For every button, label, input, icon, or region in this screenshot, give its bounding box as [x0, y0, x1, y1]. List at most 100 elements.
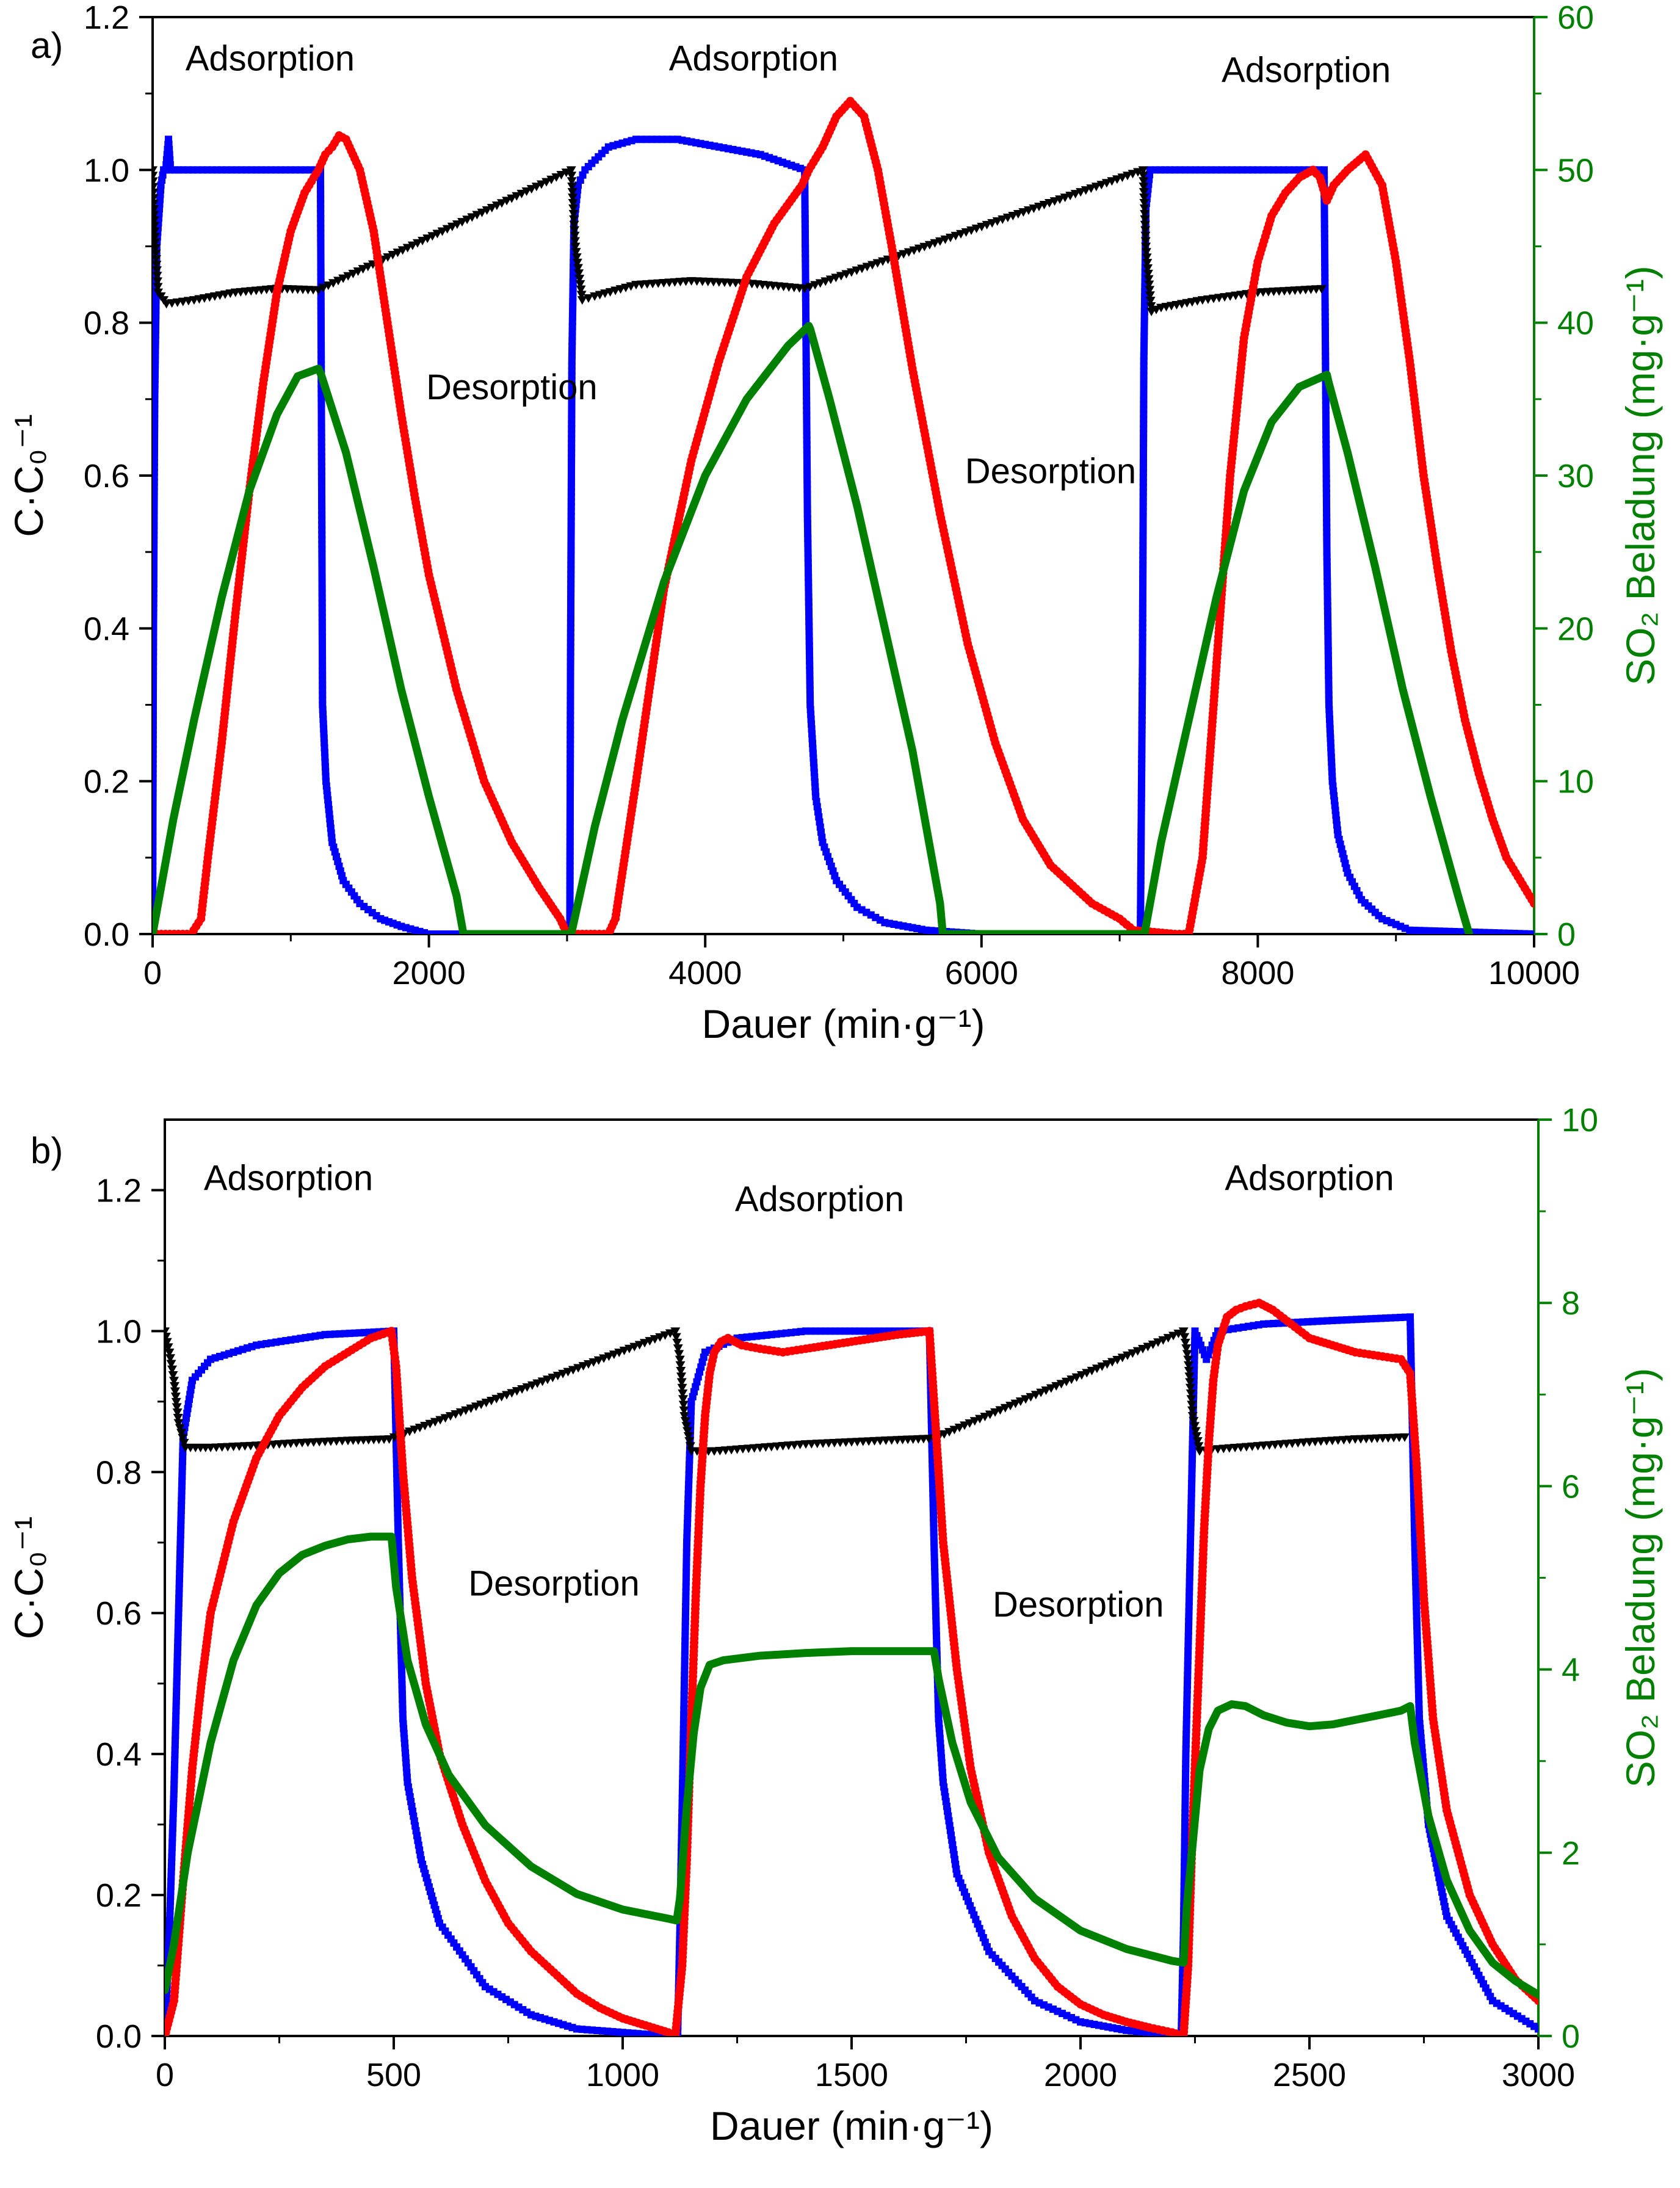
- data-point: [425, 930, 433, 934]
- data-point: [1005, 1402, 1016, 1411]
- data-point: [969, 1417, 980, 1426]
- data-point: [153, 653, 158, 661]
- y-right-tick-label: 20: [1557, 610, 1594, 647]
- data-point: [1316, 284, 1327, 294]
- data-point: [567, 172, 577, 181]
- data-point: [1530, 899, 1534, 908]
- data-point: [153, 478, 158, 486]
- data-point: [980, 1413, 990, 1422]
- data-point: [397, 246, 408, 255]
- y-right-tick-label: 60: [1557, 0, 1594, 36]
- data-point: [569, 215, 579, 224]
- data-point: [561, 168, 571, 178]
- data-point: [567, 177, 577, 186]
- y-left-axis-label: C·C₀⁻¹: [6, 1516, 51, 1640]
- y-right-tick-label: 2: [1562, 1835, 1580, 1872]
- data-point: [1173, 1329, 1184, 1338]
- data-point: [1021, 1395, 1031, 1404]
- data-point: [1184, 1361, 1193, 1370]
- data-point: [1036, 1388, 1046, 1397]
- data-point: [990, 1408, 1001, 1417]
- data-point: [153, 526, 158, 534]
- data-point: [153, 789, 157, 797]
- data-point: [903, 248, 914, 257]
- loading-line: [153, 322, 1474, 934]
- data-point: [1186, 1389, 1196, 1398]
- data-point: [935, 237, 945, 246]
- data-point: [153, 560, 158, 568]
- data-point: [1450, 927, 1458, 934]
- data-point: [1056, 1380, 1066, 1389]
- data-point: [552, 1371, 563, 1380]
- data-point: [1142, 259, 1153, 268]
- data-point: [1138, 172, 1148, 181]
- data-point: [1193, 1442, 1204, 1451]
- data-point: [153, 624, 158, 632]
- data-point: [1139, 183, 1149, 192]
- data-point: [1184, 1367, 1194, 1376]
- data-point: [153, 590, 158, 598]
- data-point: [1480, 929, 1488, 934]
- data-point: [1178, 1327, 1189, 1336]
- data-point: [1142, 253, 1152, 263]
- data-point: [1535, 2025, 1538, 2033]
- data-point: [432, 230, 443, 239]
- data-point: [153, 667, 158, 675]
- data-point: [1086, 184, 1096, 194]
- data-point: [680, 1417, 690, 1426]
- data-point: [1192, 1432, 1202, 1441]
- data-point: [153, 336, 159, 344]
- data-point: [507, 194, 517, 203]
- data-point: [1030, 1391, 1041, 1400]
- data-point: [153, 385, 159, 393]
- y-left-tick-label: 0.2: [96, 1877, 142, 1914]
- data-point: [153, 316, 160, 324]
- data-point: [966, 226, 977, 235]
- data-point: [634, 1341, 645, 1350]
- data-point: [1039, 201, 1049, 210]
- data-point: [1143, 264, 1153, 273]
- x-tick-label: 8000: [1221, 955, 1294, 991]
- y-right-tick-label: 10: [1557, 764, 1594, 800]
- panel-label: a): [31, 25, 63, 66]
- data-point: [995, 1406, 1005, 1415]
- y-left-tick-label: 0.8: [84, 305, 129, 342]
- y-right-tick-label: 10: [1562, 1102, 1598, 1139]
- x-tick-label: 0: [143, 955, 162, 991]
- data-point: [1132, 1347, 1143, 1356]
- data-point: [165, 1349, 175, 1358]
- data-point: [1431, 927, 1439, 934]
- data-point: [153, 585, 158, 593]
- data-point: [522, 1383, 532, 1392]
- data-point: [927, 927, 935, 934]
- data-point: [153, 862, 157, 870]
- data-point: [1525, 930, 1533, 934]
- data-point: [153, 823, 157, 831]
- data-point: [1163, 1334, 1173, 1343]
- data-point: [960, 1421, 970, 1430]
- data-point: [502, 197, 512, 206]
- x-axis-label: Dauer (min·g⁻¹): [710, 2103, 993, 2148]
- data-point: [450, 930, 458, 934]
- data-point: [153, 266, 162, 275]
- data-point: [805, 283, 815, 292]
- data-point: [153, 614, 158, 622]
- data-point: [940, 235, 950, 244]
- data-point: [1091, 183, 1101, 192]
- series-triangles: [165, 1327, 1410, 1456]
- data-point: [1145, 286, 1155, 295]
- data-point: [172, 1408, 183, 1418]
- data-point: [153, 371, 159, 379]
- data-point: [800, 284, 810, 294]
- data-point: [153, 828, 157, 836]
- data-point: [175, 1424, 185, 1433]
- data-point: [153, 483, 158, 491]
- data-point: [619, 2029, 626, 2036]
- data-point: [1192, 1437, 1203, 1446]
- data-point: [153, 531, 158, 539]
- data-point: [1324, 622, 1332, 630]
- data-point: [402, 244, 413, 253]
- data-point: [393, 248, 403, 258]
- data-point: [153, 512, 158, 520]
- data-point: [153, 429, 159, 437]
